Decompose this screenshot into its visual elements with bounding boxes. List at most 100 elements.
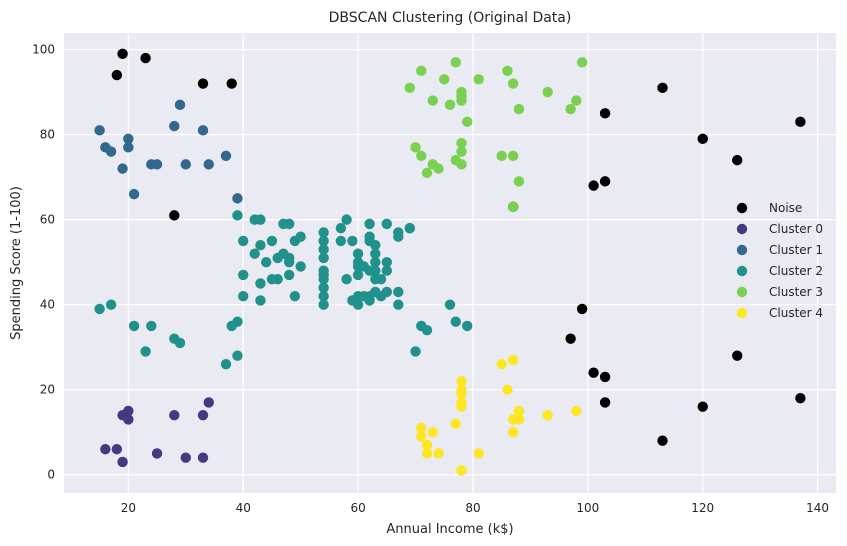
data-point [795,392,806,404]
data-point [272,273,283,285]
data-point [335,222,347,234]
data-point [232,210,243,221]
data-point [364,218,375,230]
data-point [318,269,329,281]
data-point [352,269,364,281]
data-point [197,125,209,136]
data-point [433,163,444,174]
data-point [100,444,111,455]
data-point [123,133,134,145]
y-tick-label: 20 [40,383,55,397]
data-point [117,163,128,174]
data-point [433,448,444,459]
data-point [599,371,611,383]
data-point [404,222,415,234]
data-point [140,52,151,64]
data-point [657,435,668,446]
data-point [381,218,393,230]
data-point [105,146,117,157]
data-point [410,346,421,357]
data-point [370,239,381,251]
data-point [318,282,329,293]
data-point [123,414,134,425]
data-point [502,384,513,395]
data-point [421,448,433,459]
data-point [456,137,467,149]
data-point [456,91,467,102]
data-point [513,405,525,417]
x-tick-labels: 20 40 60 80 100 120 140 [121,501,829,515]
data-point [117,48,128,60]
data-point [599,397,611,408]
data-point [450,418,461,429]
data-point [255,278,266,289]
data-point [697,133,708,145]
data-point [151,448,163,459]
data-point [456,465,467,476]
data-point [576,57,588,68]
data-point [318,252,329,264]
data-point [456,146,467,157]
data-point [169,120,180,132]
data-point [123,142,134,153]
data-point [507,78,519,89]
data-point [496,358,507,370]
data-point [370,248,381,259]
data-point [576,303,588,315]
data-point [341,273,352,285]
data-points [94,48,806,476]
data-point [352,248,364,259]
x-tick-label: 60 [350,501,365,515]
data-point [473,448,484,459]
data-point [94,125,105,136]
data-point [565,103,576,115]
data-point [381,256,393,268]
data-point [151,159,163,170]
data-point [565,333,576,344]
data-point [289,290,301,302]
data-point [416,431,427,442]
data-point [220,358,232,370]
data-point [732,350,743,361]
data-point [393,231,404,242]
x-tick-label: 80 [465,501,480,515]
y-tick-label: 40 [40,298,55,312]
data-point [364,231,375,242]
data-point [599,108,611,119]
data-point [588,180,599,191]
data-point [588,367,599,378]
data-point [318,235,329,247]
data-point [94,303,105,315]
legend-marker [736,307,748,319]
legend-marker [736,202,748,214]
data-point [697,401,708,412]
legend-marker [736,223,748,235]
data-point [462,116,473,128]
data-point [599,176,611,187]
data-point [352,299,364,310]
data-point [571,95,582,106]
legend-label: Cluster 0 [769,222,823,236]
data-point [657,82,668,94]
data-point [795,116,806,128]
data-point [507,427,519,438]
data-point [542,86,553,98]
data-point [502,65,513,77]
data-point [266,235,278,247]
legend-label: Cluster 3 [769,285,823,299]
y-tick-label: 0 [47,468,55,482]
legend-marker [736,265,748,277]
data-point [255,239,266,251]
data-point [238,235,249,247]
data-point [283,252,295,264]
data-point [513,176,525,187]
data-point [456,159,467,170]
data-point [444,299,456,310]
data-point [375,273,387,285]
data-point [507,150,519,162]
data-point [381,265,393,276]
x-tick-label: 20 [121,501,136,515]
data-point [404,82,415,94]
data-point [571,405,582,417]
data-point [421,439,433,451]
